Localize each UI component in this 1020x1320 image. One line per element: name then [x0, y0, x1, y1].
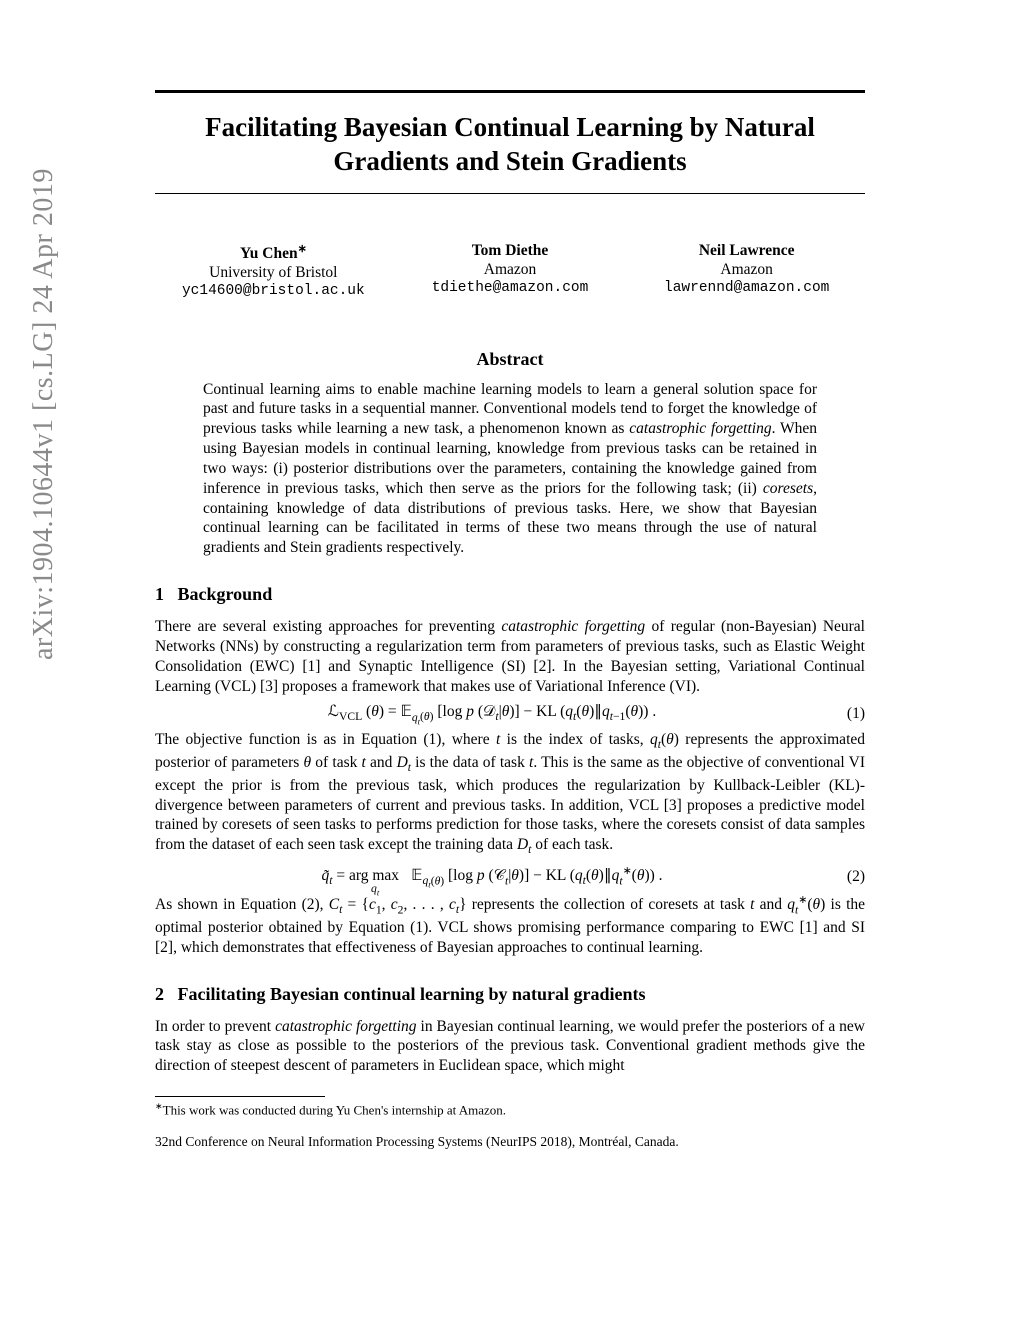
section-2-num: 2 — [155, 984, 164, 1004]
para-4: In order to prevent catastrophic forgett… — [155, 1017, 865, 1076]
author-1: Yu Chen∗ University of Bristol yc14600@b… — [155, 242, 392, 299]
footnote-rule — [155, 1096, 325, 1097]
section-1-title: Background — [178, 584, 273, 604]
authors-row: Yu Chen∗ University of Bristol yc14600@b… — [155, 242, 865, 299]
equation-1-num: (1) — [829, 705, 865, 723]
venue: 32nd Conference on Neural Information Pr… — [155, 1134, 865, 1150]
title-line2: Gradients and Stein Gradients — [333, 146, 686, 176]
abstract-body: Continual learning aims to enable machin… — [203, 380, 817, 558]
title-rule-bottom — [155, 193, 865, 194]
para-1: There are several existing approaches fo… — [155, 617, 865, 696]
equation-2: q̃t = arg maxqt 𝔼qt(θ) [log p (𝒞t|θ)] − … — [155, 864, 829, 890]
author-3-affil: Amazon — [628, 261, 865, 279]
author-1-email: yc14600@bristol.ac.uk — [155, 283, 392, 299]
equation-2-num: (2) — [829, 868, 865, 886]
author-2-name: Tom Diethe — [392, 242, 629, 260]
author-1-affil: University of Bristol — [155, 264, 392, 282]
equation-1: ℒVCL (θ) = 𝔼qt(θ) [log p (𝒟t|θ)] − KL (q… — [155, 702, 829, 725]
paper-title: Facilitating Bayesian Continual Learning… — [155, 111, 865, 179]
author-3-email: lawrennd@amazon.com — [628, 280, 865, 296]
section-1-heading: 1 Background — [155, 584, 865, 605]
footnote: ∗This work was conducted during Yu Chen'… — [155, 1101, 865, 1118]
author-3-name: Neil Lawrence — [628, 242, 865, 260]
arxiv-stamp: arXiv:1904.10644v1 [cs.LG] 24 Apr 2019 — [28, 168, 60, 660]
title-line1: Facilitating Bayesian Continual Learning… — [205, 112, 815, 142]
author-3: Neil Lawrence Amazon lawrennd@amazon.com — [628, 242, 865, 299]
abstract-heading: Abstract — [155, 349, 865, 370]
para-2: The objective function is as in Equation… — [155, 730, 865, 858]
equation-2-row: q̃t = arg maxqt 𝔼qt(θ) [log p (𝒞t|θ)] − … — [155, 864, 865, 890]
section-1-num: 1 — [155, 584, 164, 604]
equation-1-row: ℒVCL (θ) = 𝔼qt(θ) [log p (𝒟t|θ)] − KL (q… — [155, 702, 865, 725]
author-2-email: tdiethe@amazon.com — [392, 280, 629, 296]
section-2-heading: 2 Facilitating Bayesian continual learni… — [155, 984, 865, 1005]
paper-page: Facilitating Bayesian Continual Learning… — [0, 0, 1020, 1204]
para-3: As shown in Equation (2), Ct = {c1, c2, … — [155, 894, 865, 958]
author-1-name: Yu Chen∗ — [155, 242, 392, 263]
section-2-title: Facilitating Bayesian continual learning… — [178, 984, 646, 1004]
author-2: Tom Diethe Amazon tdiethe@amazon.com — [392, 242, 629, 299]
title-rule-top — [155, 90, 865, 93]
author-2-affil: Amazon — [392, 261, 629, 279]
